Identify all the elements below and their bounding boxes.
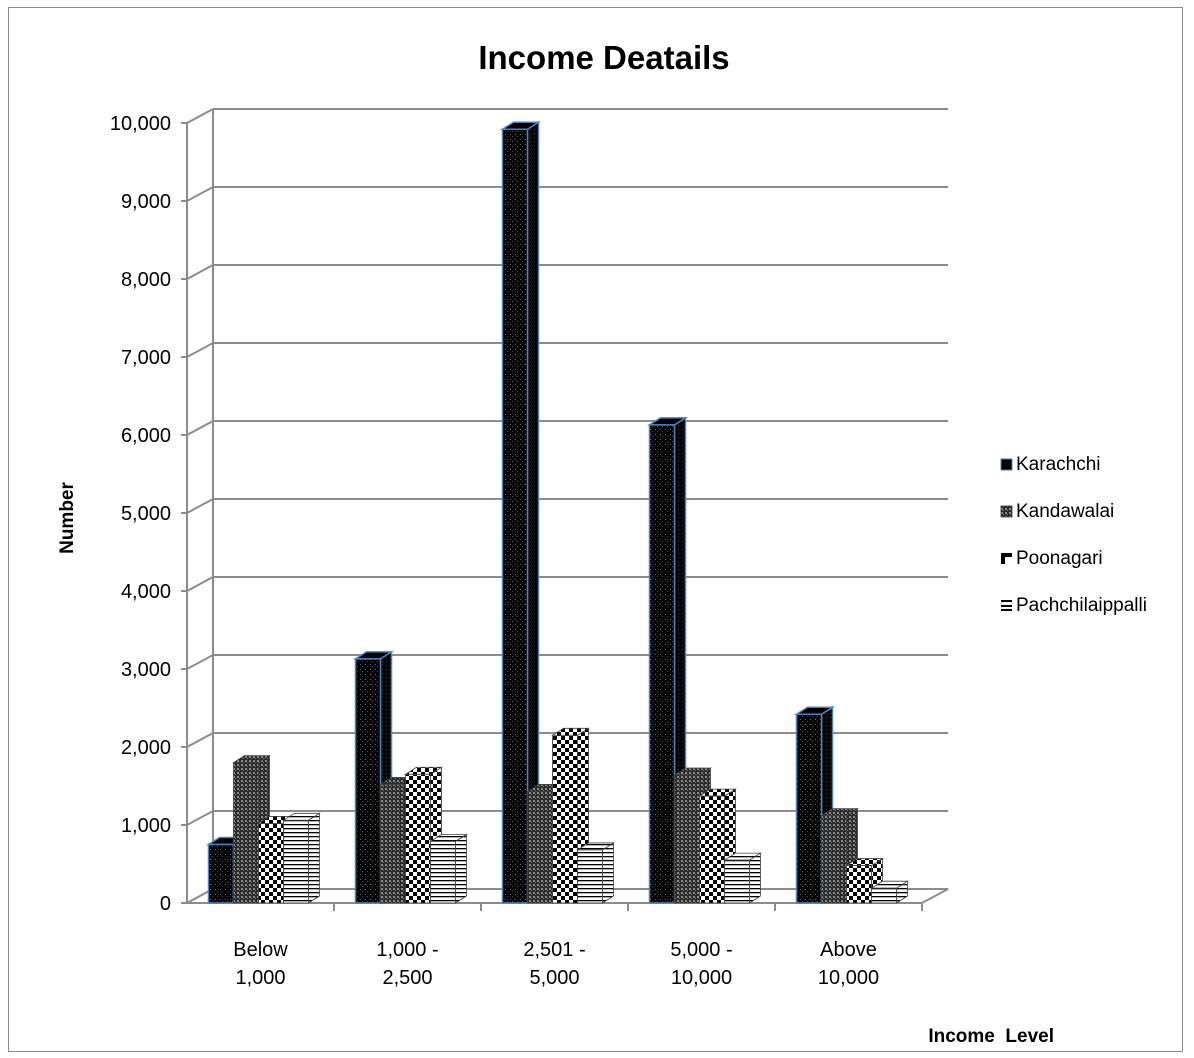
bar-side xyxy=(308,812,320,904)
y-tick-label: 3,000 xyxy=(121,659,171,681)
bar-front xyxy=(871,887,897,904)
legend-swatch-part xyxy=(1001,600,1012,602)
x-tick-label: 10,000 xyxy=(671,967,732,989)
bar-front xyxy=(354,658,382,904)
legend-item: Pachchilaippalli xyxy=(1001,595,1147,616)
bar-front xyxy=(501,128,529,904)
y-tick-label: 7,000 xyxy=(121,347,171,369)
bar xyxy=(499,120,542,905)
chart-title: Income Deatails xyxy=(478,39,729,76)
bar xyxy=(429,833,468,904)
legend-swatch xyxy=(1001,553,1012,564)
gridline-side xyxy=(186,810,214,826)
bar xyxy=(576,842,615,904)
bar xyxy=(870,880,909,904)
legend-swatch-part xyxy=(1001,553,1005,564)
legend-swatch xyxy=(1000,505,1013,518)
bar-side xyxy=(455,833,467,904)
x-tick-label: 2,501 - xyxy=(523,939,585,961)
chart-frame: 0 1,000 2,000 3,000 4,000 5,000 6,000 7,000 8,00… xyxy=(8,7,1183,1052)
income-chart: 0 1,000 2,000 3,000 4,000 5,000 6,000 7,000 8,00… xyxy=(57,39,1147,1047)
bar-front xyxy=(821,815,847,904)
legend-swatch-part xyxy=(1001,609,1012,611)
bar-front xyxy=(207,843,235,904)
bar-front xyxy=(846,865,872,904)
bar xyxy=(282,812,321,904)
bar-front xyxy=(674,774,700,904)
bar-front xyxy=(233,762,259,904)
x-tick-label: 10,000 xyxy=(818,967,879,989)
bar xyxy=(723,852,762,904)
legend-label: Karachchi xyxy=(1016,454,1101,475)
bar-front xyxy=(795,713,823,904)
y-tick-label: 0 xyxy=(160,893,171,915)
gridline-side xyxy=(186,420,214,436)
y-tick-label: 5,000 xyxy=(121,503,171,525)
y-tick-label: 2,000 xyxy=(121,737,171,759)
bar-front xyxy=(430,840,456,904)
x-tick-label: 1,000 xyxy=(235,967,285,989)
bar-front xyxy=(577,849,603,904)
x-tick-label: 5,000 - xyxy=(670,939,732,961)
y-tick-label: 9,000 xyxy=(121,191,171,213)
gridline-side xyxy=(186,732,214,748)
y-tick-label: 6,000 xyxy=(121,425,171,447)
y-axis-title: Number xyxy=(57,482,78,554)
gridline-side xyxy=(186,264,214,280)
x-tick-label: Above xyxy=(820,939,877,961)
gridline-side xyxy=(186,108,214,124)
x-tick-label: 5,000 xyxy=(529,967,579,989)
x-tick-label: 1,000 - xyxy=(376,939,438,961)
bar-front xyxy=(552,734,578,904)
legend-swatch-part xyxy=(1001,553,1012,557)
bar-front xyxy=(648,424,676,904)
bar-front xyxy=(699,795,725,904)
bar-side xyxy=(602,842,614,904)
legend-item: Kandawalai xyxy=(1000,501,1114,522)
gridline-side xyxy=(186,576,214,592)
legend-swatch-part xyxy=(1001,605,1012,607)
bar-front xyxy=(724,859,750,904)
bar-front xyxy=(380,784,406,904)
y-tick-label: 8,000 xyxy=(121,269,171,291)
x-tick-label: Below xyxy=(233,939,288,961)
bar-front xyxy=(405,773,431,904)
gridline-side xyxy=(186,654,214,670)
legend-label: Pachchilaippalli xyxy=(1016,595,1147,616)
gridline-side xyxy=(186,498,214,514)
legend-label: Kandawalai xyxy=(1016,501,1114,522)
gridline-side xyxy=(186,342,214,358)
y-tick-label: 10,000 xyxy=(110,113,171,135)
bar-side xyxy=(749,852,761,904)
gridline-side xyxy=(186,186,214,202)
legend-label: Poonagari xyxy=(1016,548,1103,569)
bar-front xyxy=(527,791,553,904)
legend-item: Karachchi xyxy=(1000,454,1101,475)
bar-front xyxy=(283,819,309,904)
legend-item: Poonagari xyxy=(1001,548,1103,569)
y-tick-label: 1,000 xyxy=(121,815,171,837)
x-tick-label: 2,500 xyxy=(382,967,432,989)
y-tick-label: 4,000 xyxy=(121,581,171,603)
x-axis-title: Income Level xyxy=(928,1026,1054,1047)
bar-front xyxy=(258,823,284,904)
legend-swatch xyxy=(1000,458,1013,471)
